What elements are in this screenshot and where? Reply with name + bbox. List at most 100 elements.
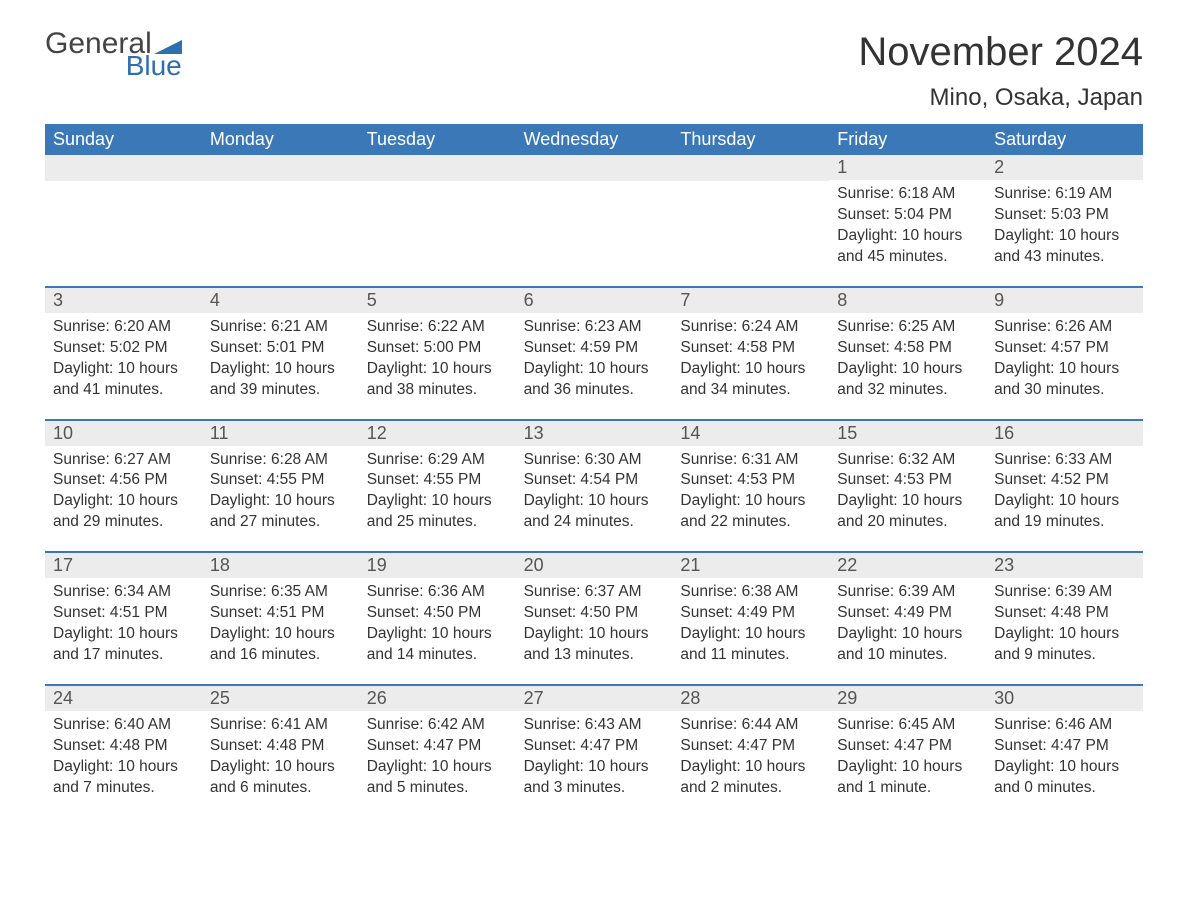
day-cell: 6Sunrise: 6:23 AMSunset: 4:59 PMDaylight… [516,288,673,405]
day-daylight2: and 0 minutes. [994,778,1135,799]
weekday-header-cell: Friday [829,124,986,155]
day-sunrise: Sunrise: 6:26 AM [994,317,1135,338]
day-cell: 27Sunrise: 6:43 AMSunset: 4:47 PMDayligh… [516,686,673,803]
day-sunset: Sunset: 4:58 PM [837,338,978,359]
day-cell: 9Sunrise: 6:26 AMSunset: 4:57 PMDaylight… [986,288,1143,405]
day-number: 17 [45,553,202,578]
weekday-header-cell: Wednesday [516,124,673,155]
day-sunset: Sunset: 4:48 PM [210,736,351,757]
day-cell [202,155,359,272]
day-number: 14 [672,421,829,446]
day-sunrise: Sunrise: 6:46 AM [994,715,1135,736]
day-body: Sunrise: 6:27 AMSunset: 4:56 PMDaylight:… [45,446,202,538]
day-body: Sunrise: 6:25 AMSunset: 4:58 PMDaylight:… [829,313,986,405]
day-sunrise: Sunrise: 6:33 AM [994,450,1135,471]
day-number [672,155,829,181]
day-number: 13 [516,421,673,446]
day-number: 11 [202,421,359,446]
day-daylight1: Daylight: 10 hours [367,359,508,380]
day-sunset: Sunset: 4:51 PM [53,603,194,624]
day-sunset: Sunset: 5:04 PM [837,205,978,226]
day-number: 20 [516,553,673,578]
day-sunset: Sunset: 4:48 PM [994,603,1135,624]
day-sunset: Sunset: 5:03 PM [994,205,1135,226]
day-cell: 30 Sunrise: 6:46 AMSunset: 4:47 PMDayligh… [986,686,1143,803]
day-sunrise: Sunrise: 6:43 AM [524,715,665,736]
day-cell: 20Sunrise: 6:37 AMSunset: 4:50 PMDayligh… [516,553,673,670]
day-cell: 5Sunrise: 6:22 AMSunset: 5:00 PMDaylight… [359,288,516,405]
day-sunset: Sunset: 5:02 PM [53,338,194,359]
day-sunrise: Sunrise: 6:18 AM [837,184,978,205]
day-daylight2: and 32 minutes. [837,380,978,401]
day-body: Sunrise: 6:22 AMSunset: 5:00 PMDaylight:… [359,313,516,405]
brand-logo: General Blue [45,30,182,78]
day-daylight1: Daylight: 10 hours [367,757,508,778]
day-sunset: Sunset: 4:53 PM [680,470,821,491]
day-number: 21 [672,553,829,578]
day-daylight2: and 14 minutes. [367,645,508,666]
day-body: Sunrise: 6:44 AMSunset: 4:47 PMDaylight:… [672,711,829,803]
page-title: November 2024 [858,30,1143,75]
day-daylight1: Daylight: 10 hours [837,624,978,645]
day-body: Sunrise: 6:30 AMSunset: 4:54 PMDaylight:… [516,446,673,538]
day-daylight1: Daylight: 10 hours [210,491,351,512]
day-daylight2: and 7 minutes. [53,778,194,799]
day-number: 3 [45,288,202,313]
day-sunrise: Sunrise: 6:21 AM [210,317,351,338]
day-body: Sunrise: 6:43 AMSunset: 4:47 PMDaylight:… [516,711,673,803]
day-sunrise: Sunrise: 6:45 AM [837,715,978,736]
day-daylight1: Daylight: 10 hours [680,491,821,512]
day-daylight1: Daylight: 10 hours [680,757,821,778]
day-daylight2: and 41 minutes. [53,380,194,401]
calendar-weeks: 1Sunrise: 6:18 AMSunset: 5:04 PMDaylight… [45,155,1143,802]
day-daylight1: Daylight: 10 hours [994,624,1135,645]
calendar: SundayMondayTuesdayWednesdayThursdayFrid… [45,124,1143,802]
day-cell: 10Sunrise: 6:27 AMSunset: 4:56 PMDayligh… [45,421,202,538]
day-sunset: Sunset: 4:54 PM [524,470,665,491]
day-number: 19 [359,553,516,578]
weekday-header-cell: Monday [202,124,359,155]
day-number: 28 [672,686,829,711]
day-body: Sunrise: 6:34 AMSunset: 4:51 PMDaylight:… [45,578,202,670]
day-number: 30 [986,686,1143,711]
day-sunset: Sunset: 5:01 PM [210,338,351,359]
day-number: 26 [359,686,516,711]
day-cell: 23Sunrise: 6:39 AMSunset: 4:48 PMDayligh… [986,553,1143,670]
day-daylight1: Daylight: 10 hours [994,757,1135,778]
day-sunrise: Sunrise: 6:36 AM [367,582,508,603]
day-cell: 3Sunrise: 6:20 AMSunset: 5:02 PMDaylight… [45,288,202,405]
day-sunset: Sunset: 4:52 PM [994,470,1135,491]
day-number: 6 [516,288,673,313]
day-daylight2: and 30 minutes. [994,380,1135,401]
day-daylight1: Daylight: 10 hours [53,624,194,645]
day-body: Sunrise: 6:37 AMSunset: 4:50 PMDaylight:… [516,578,673,670]
day-body: Sunrise: 6:39 AMSunset: 4:49 PMDaylight:… [829,578,986,670]
day-number: 22 [829,553,986,578]
day-number: 15 [829,421,986,446]
day-sunset: Sunset: 4:47 PM [680,736,821,757]
day-sunset: Sunset: 4:50 PM [367,603,508,624]
day-cell [672,155,829,272]
day-sunrise: Sunrise: 6:25 AM [837,317,978,338]
day-daylight2: and 36 minutes. [524,380,665,401]
day-cell: 4Sunrise: 6:21 AMSunset: 5:01 PMDaylight… [202,288,359,405]
day-sunrise: Sunrise: 6:22 AM [367,317,508,338]
day-daylight1: Daylight: 10 hours [367,491,508,512]
day-sunrise: Sunrise: 6:23 AM [524,317,665,338]
day-sunrise: Sunrise: 6:29 AM [367,450,508,471]
day-sunrise: Sunrise: 6:28 AM [210,450,351,471]
day-daylight1: Daylight: 10 hours [210,624,351,645]
day-daylight1: Daylight: 10 hours [210,359,351,380]
day-daylight2: and 29 minutes. [53,512,194,533]
day-cell [45,155,202,272]
day-sunset: Sunset: 4:50 PM [524,603,665,624]
day-sunset: Sunset: 4:58 PM [680,338,821,359]
day-sunset: Sunset: 4:47 PM [994,736,1135,757]
day-cell: 26Sunrise: 6:42 AMSunset: 4:47 PMDayligh… [359,686,516,803]
day-body: Sunrise: 6:23 AMSunset: 4:59 PMDaylight:… [516,313,673,405]
day-cell: 2Sunrise: 6:19 AMSunset: 5:03 PMDaylight… [986,155,1143,272]
day-cell: 24Sunrise: 6:40 AMSunset: 4:48 PMDayligh… [45,686,202,803]
day-cell: 13Sunrise: 6:30 AMSunset: 4:54 PMDayligh… [516,421,673,538]
day-sunset: Sunset: 4:56 PM [53,470,194,491]
day-body: Sunrise: 6:40 AMSunset: 4:48 PMDaylight:… [45,711,202,803]
